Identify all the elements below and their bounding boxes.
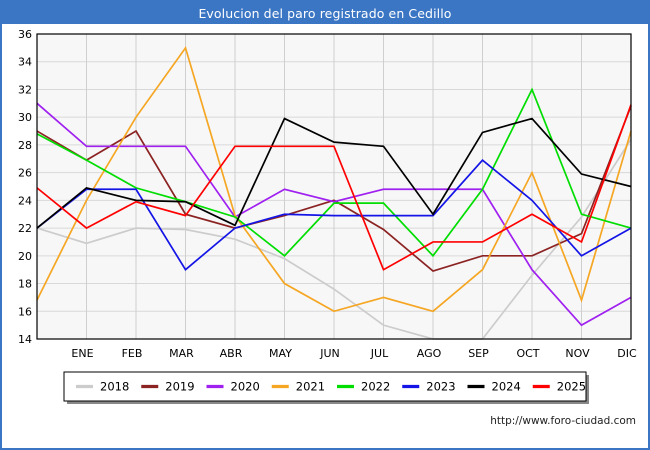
window-title-bar: Evolucion del paro registrado en Cedillo (2, 2, 648, 24)
legend-label-2021[interactable]: 2021 (296, 380, 325, 394)
x-tick-label: FEB (122, 347, 143, 360)
legend-label-2025[interactable]: 2025 (557, 380, 586, 394)
x-tick-label: MAR (169, 347, 194, 360)
x-gridlines (86, 34, 582, 339)
x-tick-label: DIC (617, 347, 637, 360)
series-line-2025 (36, 104, 632, 271)
y-tick-label: 20 (18, 250, 32, 263)
legend-label-2022[interactable]: 2022 (361, 380, 390, 394)
data-series-group (36, 45, 632, 340)
y-tick-label: 14 (18, 333, 32, 346)
plot-frame (36, 33, 632, 340)
y-tick-label: 24 (18, 194, 32, 207)
x-tick-label: OCT (516, 347, 539, 360)
legend-label-2019[interactable]: 2019 (165, 380, 194, 394)
x-tick-label: SEP (468, 347, 489, 360)
x-tick-label: NOV (565, 347, 590, 360)
x-axis-tick-labels: ENE FEB MAR ABR MAY JUN JUL AGO SEP OCT NOV DIC (71, 347, 637, 360)
chart-canvas: 14 16 18 20 22 24 26 28 30 32 34 36 ENE FEB MAR ABR MAY… (2, 24, 648, 448)
x-tick-label: ABR (220, 347, 243, 360)
series-line-2019 (36, 105, 632, 273)
y-tick-label: 30 (18, 111, 32, 124)
legend-label-2023[interactable]: 2023 (426, 380, 455, 394)
y-tick-label: 22 (18, 222, 32, 235)
y-tick-label: 34 (18, 56, 32, 69)
y-tick-label: 28 (18, 139, 32, 152)
y-tick-label: 26 (18, 167, 32, 180)
x-tick-label: ENE (71, 347, 93, 360)
legend-label-2024[interactable]: 2024 (492, 380, 521, 394)
x-tick-label: JUN (319, 347, 340, 360)
y-axis-tick-labels: 14 16 18 20 22 24 26 28 30 32 34 36 (18, 28, 32, 346)
x-tick-label: MAY (269, 347, 292, 360)
page-title: Evolucion del paro registrado en Cedillo (198, 5, 452, 21)
x-tick-label: JUL (370, 347, 389, 360)
y-tick-label: 18 (18, 278, 32, 291)
series-line-2022 (36, 87, 632, 258)
y-tick-label: 36 (18, 28, 32, 41)
series-line-2024 (36, 117, 632, 229)
x-tick-label: AGO (417, 347, 442, 360)
series-line-2023 (36, 158, 632, 271)
series-line-2018 (36, 138, 632, 340)
series-line-2020 (36, 102, 632, 327)
legend-label-2018[interactable]: 2018 (100, 380, 129, 394)
chart-legend: 2018 2019 2020 2021 2022 2023 2024 2025 (63, 371, 589, 404)
y-tick-label: 16 (18, 305, 32, 318)
source-url: http://www.foro-ciudad.com (490, 415, 636, 427)
y-tick-label: 32 (18, 83, 32, 96)
legend-label-2020[interactable]: 2020 (231, 380, 260, 394)
series-line-2021 (36, 45, 632, 313)
